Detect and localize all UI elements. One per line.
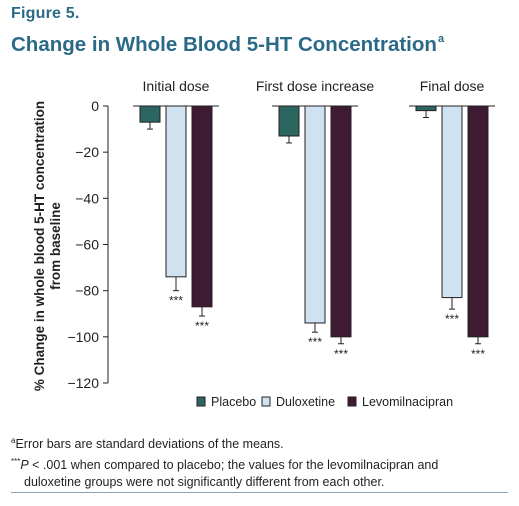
footnote-b-continued: duloxetine groups were not significantly… xyxy=(24,475,385,489)
y-tick-label-4: −80 xyxy=(75,283,99,299)
significance-label-2-2: *** xyxy=(471,347,485,361)
footnote-b: ***P < .001 when compared to placebo; th… xyxy=(11,453,506,474)
y-tick-label-0: 0 xyxy=(91,98,99,114)
y-tick-label-3: −60 xyxy=(75,237,99,253)
y-tick-label-2: −40 xyxy=(75,190,99,206)
bar-duloxetine-0 xyxy=(165,105,187,278)
category-label-2: Final dose xyxy=(420,78,485,94)
footnote-a-marker: a xyxy=(11,436,16,445)
significance-label-1-1: *** xyxy=(308,335,322,349)
footnote-a-text: Error bars are standard deviations of th… xyxy=(15,437,284,451)
legend-swatch-0 xyxy=(196,396,206,407)
figure-title-footnote-marker: a xyxy=(437,33,445,45)
y-axis-label-line-1: from baseline xyxy=(48,202,63,290)
footnote-b-p: P xyxy=(20,458,29,472)
legend-swatch-2 xyxy=(347,396,357,407)
bar-placebo-2 xyxy=(415,105,437,112)
y-tick-label-6: −120 xyxy=(67,375,99,391)
bar-chart: 0 −20 −40 −60 −80 −100 −120 % Change in whole b… xyxy=(32,78,495,409)
bar-duloxetine-1 xyxy=(304,105,326,324)
footnotes: aError bars are standard deviations of t… xyxy=(11,432,506,491)
y-tick-label-5: −100 xyxy=(67,329,99,345)
legend-swatch-1 xyxy=(261,396,271,407)
bar-levomilnacipran-0 xyxy=(191,105,213,308)
bar-levomilnacipran-1 xyxy=(330,105,352,338)
bar-duloxetine-2 xyxy=(441,105,463,299)
bar-levomilnacipran-2 xyxy=(467,105,489,338)
figure-title: Change in Whole Blood 5-HT Concentration… xyxy=(11,33,444,57)
significance-label-2-1: *** xyxy=(334,347,348,361)
y-axis-label-line-0: % Change in whole blood 5-HT concentrati… xyxy=(32,101,47,391)
footnote-b-text: < .001 when compared to placebo; the val… xyxy=(28,458,439,472)
significance-label-2-0: *** xyxy=(195,319,209,333)
legend-label-2: Levomilnacipran xyxy=(362,395,453,409)
category-label-1: First dose increase xyxy=(256,78,374,94)
y-tick-label-1: −20 xyxy=(75,144,99,160)
figure-title-text: Change in Whole Blood 5-HT Concentration xyxy=(11,33,437,56)
footnote-b-marker: *** xyxy=(11,457,21,466)
footnote-a: aError bars are standard deviations of t… xyxy=(11,432,506,453)
bar-placebo-0 xyxy=(139,105,161,123)
significance-label-1-0: *** xyxy=(169,294,183,308)
legend-label-1: Duloxetine xyxy=(276,395,335,409)
category-label-0: Initial dose xyxy=(143,78,210,94)
y-axis-label: % Change in whole blood 5-HT concentrati… xyxy=(32,101,63,391)
significance-label-1-2: *** xyxy=(445,312,459,326)
figure-label: Figure 5. xyxy=(11,5,80,22)
bar-placebo-1 xyxy=(278,105,300,137)
legend-label-0: Placebo xyxy=(211,395,256,409)
bottom-divider xyxy=(11,492,508,493)
